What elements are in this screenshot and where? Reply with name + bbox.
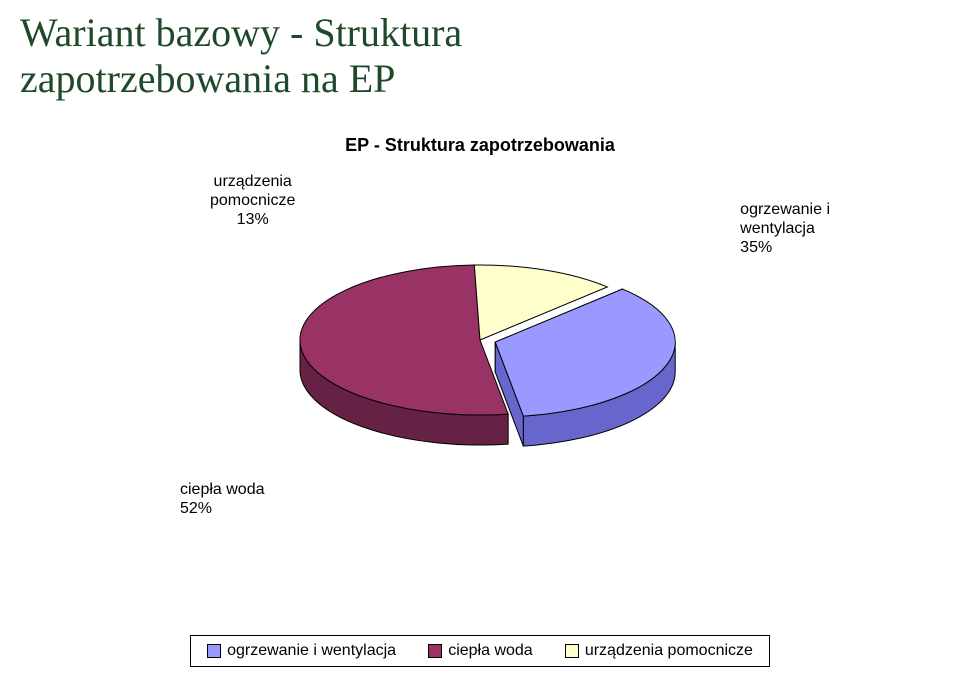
label-heating: ogrzewanie i wentylacja 35%: [740, 200, 830, 258]
legend-swatch-aux: [565, 644, 579, 658]
pie-chart-area: ogrzewanie i wentylacja 35% urządzenia p…: [0, 160, 960, 590]
legend-item-aux: urządzenia pomocnicze: [565, 642, 753, 660]
legend-label-heating: ogrzewanie i wentylacja: [227, 642, 396, 660]
slide: Wariant bazowy - Struktura zapotrzebowan…: [0, 0, 960, 687]
title-line-1: Wariant bazowy - Struktura: [20, 10, 462, 55]
legend-label-aux: urządzenia pomocnicze: [585, 642, 753, 660]
legend-swatch-heating: [207, 644, 221, 658]
chart-subtitle: EP - Struktura zapotrzebowania: [0, 135, 960, 156]
title-line-2: zapotrzebowania na EP: [20, 56, 395, 101]
legend-swatch-water: [428, 644, 442, 658]
label-water: ciepła woda 52%: [180, 480, 265, 518]
legend-item-heating: ogrzewanie i wentylacja: [207, 642, 396, 660]
label-aux: urządzenia pomocnicze 13%: [210, 172, 295, 230]
legend: ogrzewanie i wentylacja ciepła woda urzą…: [190, 635, 770, 667]
legend-label-water: ciepła woda: [448, 642, 533, 660]
legend-item-water: ciepła woda: [428, 642, 533, 660]
page-title: Wariant bazowy - Struktura zapotrzebowan…: [20, 10, 462, 102]
